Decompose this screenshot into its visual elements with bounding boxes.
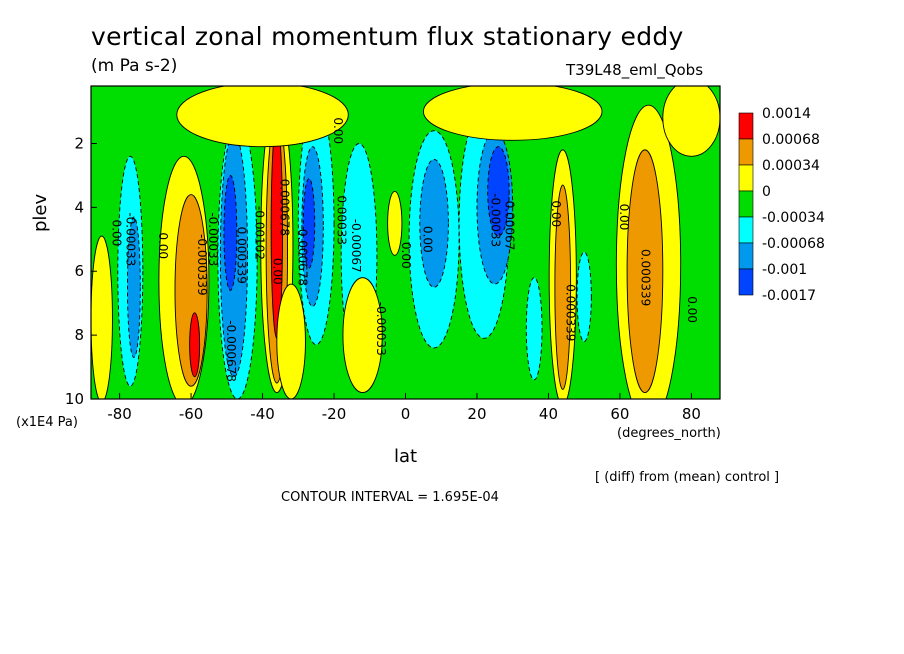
contour-region-25 [554, 184, 572, 390]
color-legend: 0.0014 0.00068 0.00034 0 -0.00034 -0.00068 -0.… [738, 106, 825, 304]
legend-swatch-0 [738, 112, 754, 140]
contour-label-10: -0.000678 [295, 224, 309, 286]
legend-label-2: 0.00034 [762, 158, 820, 174]
x-axis: -80 -60 -40 -20 0 20 40 60 80 [107, 393, 701, 423]
contour-label-20: 0.000339 [563, 284, 577, 341]
contour-label-1: 0.00 [156, 232, 170, 259]
x-tick-label-5: 20 [467, 405, 486, 423]
contour-region-2 [189, 312, 201, 378]
contour-region-14 [302, 178, 316, 269]
contour-region-27 [626, 149, 664, 394]
legend-swatch-6 [738, 268, 754, 296]
contour-region-28 [576, 251, 592, 342]
legend-label-1: 0.00068 [762, 132, 820, 148]
contour-label-6: -0.00102 [252, 206, 266, 260]
contour-label-22: 0.000339 [638, 249, 652, 306]
legend-swatch-2 [738, 164, 754, 192]
legend-label-7: -0.0017 [762, 288, 816, 304]
contour-label-3: -0.000339 [195, 234, 209, 296]
contour-label-8: 0.00 [270, 258, 284, 285]
x-tick-label-4: 0 [401, 405, 411, 423]
x-tick-label-8: 80 [682, 405, 701, 423]
legend-swatch-5 [738, 242, 754, 270]
contour-label-15: 0.00 [399, 242, 413, 269]
x-tick-label-1: -60 [179, 405, 204, 423]
y-tick-label-0: 2 [74, 134, 84, 152]
chart-units: (m Pa s-2) [91, 56, 178, 76]
contour-label-17: -0.00033 [488, 193, 502, 247]
contour-label-23: 0.00 [685, 296, 699, 323]
contour-label-12: -0.00067 [349, 219, 363, 273]
contour-region-30 [176, 86, 349, 148]
legend-swatch-1 [738, 138, 754, 166]
x-tick-label-6: 40 [539, 405, 558, 423]
contour-label-18: -0.00067 [503, 196, 517, 250]
x-axis-label: lat [394, 446, 418, 467]
contour-region-31 [422, 86, 603, 141]
chart-title: vertical zonal momentum flux stationary … [91, 22, 684, 51]
contour-label-14: -0.00033 [374, 302, 388, 356]
contour-label-21: 0.00 [617, 204, 631, 231]
contour-region-17 [276, 283, 306, 399]
contour-region-16 [342, 277, 383, 394]
contour-region-32 [662, 86, 720, 157]
contour-label-2: -0.00033 [124, 212, 138, 266]
x-axis-units: (degrees_north) [617, 426, 721, 441]
contour-label-5: 0.000339 [235, 227, 249, 284]
run-label: T39L48_eml_Qobs [566, 61, 704, 79]
x-tick-label-2: -40 [250, 405, 275, 423]
contour-field [91, 86, 720, 399]
contour-interval: CONTOUR INTERVAL = 1.695E-04 [281, 490, 499, 505]
x-tick-label-3: -20 [322, 405, 347, 423]
y-tick-label-1: 4 [74, 198, 84, 216]
contour-region-22 [487, 146, 510, 237]
y-tick-label-3: 8 [74, 326, 84, 344]
contour-region-29 [525, 277, 543, 381]
contour-label-16: 0.00 [420, 226, 434, 253]
contour-label-19: 0.00 [549, 200, 563, 227]
y-tick-label-2: 6 [74, 262, 84, 280]
legend-label-6: -0.001 [762, 262, 807, 278]
contour-region-23 [387, 190, 403, 256]
legend-label-0: 0.0014 [762, 106, 811, 122]
contour-region-3 [91, 235, 113, 399]
contour-region-8 [223, 174, 238, 291]
contour-label-7: -0.000678 [224, 320, 238, 382]
y-axis-label: plev [30, 193, 51, 232]
y-axis: 2 4 6 8 10 [65, 134, 97, 408]
contour-label-9: 0.000678 [277, 179, 291, 236]
contour-label-4: -0.00033 [206, 212, 220, 266]
legend-label-4: -0.00034 [762, 210, 825, 226]
contour-label-11: 0.00 [331, 117, 345, 144]
legend-label-5: -0.00068 [762, 236, 825, 252]
x-tick-label-0: -80 [107, 405, 132, 423]
y-axis-units: (x1E4 Pa) [16, 415, 78, 430]
contour-region-5 [127, 216, 141, 358]
legend-swatch-4 [738, 216, 754, 244]
contour-region-19 [419, 159, 449, 288]
contour-label-0: 0.00 [109, 220, 123, 247]
y-tick-label-4: 10 [65, 390, 84, 408]
x-tick-label-7: 60 [610, 405, 629, 423]
contour-labels: 0.00 0.00-0.00033 -0.000339-0.00033 0.00033… [109, 117, 698, 382]
diff-note: [ (diff) from (mean) control ] [595, 470, 780, 485]
legend-swatch-3 [738, 190, 754, 218]
contour-label-13: 0.00033 [335, 195, 349, 245]
legend-label-3: 0 [762, 184, 771, 200]
